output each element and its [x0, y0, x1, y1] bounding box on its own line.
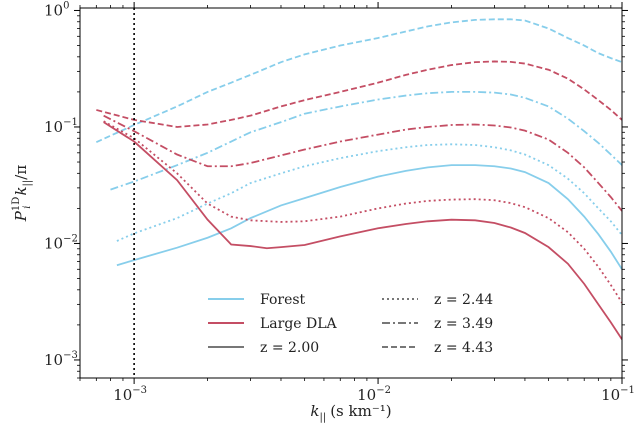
- legend: Forest Large DLA z = 2.00 z = 2.44 z = 3.49 z…: [208, 292, 493, 356]
- y-tick-base: 10: [44, 234, 63, 252]
- y-tick-exp: −3: [63, 350, 78, 361]
- legend-label: z = 2.00: [260, 340, 319, 356]
- x-axis-label-unit: (s km⁻¹): [330, 402, 391, 420]
- x-tick-exp: −3: [132, 385, 147, 396]
- y-tick-label: 10−2: [44, 233, 78, 252]
- y-axis-label-rest-sub: ||: [22, 180, 33, 187]
- series-line-forest-z2-44: [116, 143, 622, 242]
- legend-label: z = 3.49: [434, 316, 493, 332]
- legend-label: z = 2.44: [434, 292, 493, 308]
- x-tick-exp: −2: [376, 385, 391, 396]
- x-tick-base: 10: [357, 386, 376, 404]
- x-tick-label: 10−1: [601, 385, 635, 404]
- x-tick-base: 10: [601, 386, 620, 404]
- axes-frame: [79, 7, 623, 379]
- axis-labels: k|| (s km⁻¹)P1Dik||/π: [11, 165, 392, 423]
- x-axis-label-main: k: [310, 402, 319, 420]
- y-tick-base: 10: [44, 351, 63, 369]
- x-axis-label-sub: ||: [319, 412, 326, 423]
- y-axis-label-sub: i: [22, 206, 33, 209]
- x-tick-exp: −1: [620, 385, 635, 396]
- legend-label: Large DLA: [260, 316, 338, 332]
- y-tick-base: 10: [44, 1, 63, 19]
- series-line-large-dla-z2-00: [103, 121, 622, 340]
- series-line-forest-z2-00: [116, 164, 622, 270]
- y-tick-label: 10−3: [44, 350, 78, 369]
- y-tick-exp: 0: [63, 0, 69, 11]
- series-group: [95, 8, 622, 378]
- y-axis-label-rest: k: [12, 186, 30, 195]
- x-axis-label: k|| (s km⁻¹): [310, 402, 391, 423]
- series-line-forest-z3-49: [110, 91, 622, 191]
- x-tick-base: 10: [113, 386, 132, 404]
- y-tick-label: 10−1: [44, 117, 78, 136]
- y-axis-label: P1Di k||/π: [11, 165, 33, 223]
- x-tick-label: 10−2: [357, 385, 391, 404]
- series-line-large-dla-z2-44: [103, 120, 622, 304]
- series-line-forest-z4-43: [95, 18, 622, 144]
- series-line-large-dla-z3-49: [103, 114, 622, 212]
- series-line-large-dla-z4-43: [96, 60, 622, 128]
- y-axis-label-main: P: [12, 210, 30, 222]
- y-tick-base: 10: [44, 118, 63, 136]
- y-tick-exp: −1: [63, 117, 78, 128]
- x-tick-label: 10−3: [113, 385, 147, 404]
- y-tick-label: 100: [44, 0, 69, 19]
- y-axis-label-sup: 1D: [11, 197, 22, 211]
- y-tick-exp: −2: [63, 233, 78, 244]
- legend-label: Forest: [260, 292, 306, 308]
- y-axis-label-tail: /π: [12, 165, 30, 180]
- legend-label: z = 4.43: [434, 340, 493, 356]
